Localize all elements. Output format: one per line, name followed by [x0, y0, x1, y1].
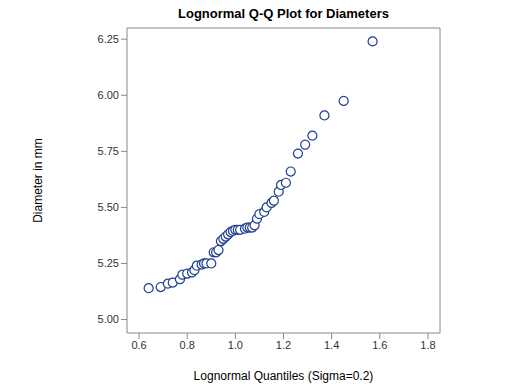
- svg-text:1.8: 1.8: [420, 339, 435, 351]
- svg-text:Diameter in mm: Diameter in mm: [31, 138, 45, 223]
- svg-text:5.75: 5.75: [98, 145, 119, 157]
- svg-text:6.00: 6.00: [98, 89, 119, 101]
- svg-text:1.0: 1.0: [228, 339, 243, 351]
- svg-text:1.4: 1.4: [324, 339, 339, 351]
- svg-text:5.00: 5.00: [98, 313, 119, 325]
- svg-text:5.50: 5.50: [98, 201, 119, 213]
- svg-text:1.2: 1.2: [276, 339, 291, 351]
- svg-text:Lognormal Quantiles (Sigma=0.2: Lognormal Quantiles (Sigma=0.2): [194, 369, 374, 383]
- svg-text:1.6: 1.6: [372, 339, 387, 351]
- svg-text:0.8: 0.8: [180, 339, 195, 351]
- html-text:Lognormal Q-Q Plot for Diamete: Lognormal Q-Q Plot for Diameters: [178, 6, 389, 21]
- svg-text:6.25: 6.25: [98, 33, 119, 45]
- svg-text:5.25: 5.25: [98, 257, 119, 269]
- svg-text:0.6: 0.6: [131, 339, 146, 351]
